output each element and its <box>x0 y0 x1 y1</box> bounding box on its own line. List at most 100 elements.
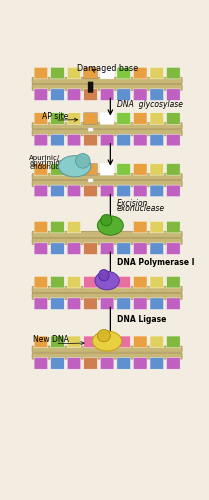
FancyBboxPatch shape <box>34 164 48 175</box>
FancyBboxPatch shape <box>117 243 130 254</box>
FancyBboxPatch shape <box>84 358 97 369</box>
Text: New DNA: New DNA <box>33 335 69 344</box>
FancyBboxPatch shape <box>133 336 147 347</box>
FancyBboxPatch shape <box>167 222 180 233</box>
FancyBboxPatch shape <box>67 336 81 347</box>
FancyBboxPatch shape <box>67 68 81 79</box>
FancyBboxPatch shape <box>67 358 81 369</box>
FancyBboxPatch shape <box>150 164 164 175</box>
FancyBboxPatch shape <box>51 358 64 369</box>
Ellipse shape <box>93 331 122 351</box>
Text: exonuclease: exonuclease <box>117 204 165 214</box>
FancyBboxPatch shape <box>133 222 147 233</box>
FancyBboxPatch shape <box>67 276 81 288</box>
FancyBboxPatch shape <box>67 298 81 310</box>
FancyBboxPatch shape <box>100 358 114 369</box>
FancyBboxPatch shape <box>51 222 64 233</box>
FancyBboxPatch shape <box>34 68 48 79</box>
FancyBboxPatch shape <box>167 336 180 347</box>
FancyBboxPatch shape <box>67 164 81 175</box>
FancyBboxPatch shape <box>34 134 48 146</box>
FancyBboxPatch shape <box>51 185 64 196</box>
FancyBboxPatch shape <box>150 358 164 369</box>
FancyBboxPatch shape <box>167 164 180 175</box>
FancyBboxPatch shape <box>84 164 97 175</box>
FancyBboxPatch shape <box>32 238 182 244</box>
FancyBboxPatch shape <box>117 112 130 124</box>
FancyBboxPatch shape <box>150 298 164 310</box>
FancyBboxPatch shape <box>117 298 130 310</box>
FancyBboxPatch shape <box>100 164 114 175</box>
FancyBboxPatch shape <box>150 222 164 233</box>
FancyBboxPatch shape <box>117 164 130 175</box>
Text: DNA Polymerase I: DNA Polymerase I <box>117 258 194 267</box>
FancyBboxPatch shape <box>100 89 114 101</box>
FancyBboxPatch shape <box>32 78 182 84</box>
FancyBboxPatch shape <box>117 336 130 347</box>
FancyBboxPatch shape <box>32 294 182 300</box>
FancyBboxPatch shape <box>34 298 48 310</box>
Text: Damaged base: Damaged base <box>76 64 138 73</box>
FancyBboxPatch shape <box>32 174 182 180</box>
FancyBboxPatch shape <box>88 82 93 92</box>
FancyBboxPatch shape <box>34 185 48 196</box>
FancyBboxPatch shape <box>51 89 64 101</box>
FancyBboxPatch shape <box>117 89 130 101</box>
FancyBboxPatch shape <box>84 112 97 124</box>
FancyBboxPatch shape <box>100 112 114 124</box>
FancyBboxPatch shape <box>133 164 147 175</box>
FancyBboxPatch shape <box>167 89 180 101</box>
FancyBboxPatch shape <box>51 134 64 146</box>
Text: Excision: Excision <box>117 200 148 208</box>
FancyBboxPatch shape <box>51 336 64 347</box>
FancyBboxPatch shape <box>51 243 64 254</box>
FancyBboxPatch shape <box>32 123 182 129</box>
FancyBboxPatch shape <box>32 232 182 237</box>
FancyBboxPatch shape <box>67 243 81 254</box>
FancyBboxPatch shape <box>167 276 180 288</box>
FancyBboxPatch shape <box>32 84 182 90</box>
Text: endonuclease: endonuclease <box>29 164 78 170</box>
FancyBboxPatch shape <box>150 336 164 347</box>
FancyBboxPatch shape <box>150 112 164 124</box>
FancyBboxPatch shape <box>32 180 182 186</box>
FancyBboxPatch shape <box>34 222 48 233</box>
FancyBboxPatch shape <box>167 358 180 369</box>
Text: AP site: AP site <box>42 112 69 121</box>
FancyBboxPatch shape <box>167 243 180 254</box>
Ellipse shape <box>59 156 91 177</box>
Ellipse shape <box>75 154 90 168</box>
Ellipse shape <box>97 216 123 235</box>
FancyBboxPatch shape <box>67 185 81 196</box>
Text: DNA Ligase: DNA Ligase <box>117 315 166 324</box>
FancyBboxPatch shape <box>100 276 114 288</box>
FancyBboxPatch shape <box>100 134 114 146</box>
Text: Apurinic/: Apurinic/ <box>29 155 61 161</box>
FancyBboxPatch shape <box>167 298 180 310</box>
FancyBboxPatch shape <box>84 185 97 196</box>
FancyBboxPatch shape <box>34 276 48 288</box>
FancyBboxPatch shape <box>117 358 130 369</box>
FancyBboxPatch shape <box>84 89 97 101</box>
FancyBboxPatch shape <box>167 68 180 79</box>
FancyBboxPatch shape <box>167 134 180 146</box>
FancyBboxPatch shape <box>133 276 147 288</box>
FancyBboxPatch shape <box>32 130 182 136</box>
FancyBboxPatch shape <box>133 243 147 254</box>
Text: apyrimidinic: apyrimidinic <box>29 160 73 166</box>
FancyBboxPatch shape <box>150 276 164 288</box>
FancyBboxPatch shape <box>34 89 48 101</box>
FancyBboxPatch shape <box>84 134 97 146</box>
FancyBboxPatch shape <box>84 68 97 79</box>
FancyBboxPatch shape <box>133 112 147 124</box>
FancyBboxPatch shape <box>67 222 81 233</box>
FancyBboxPatch shape <box>117 134 130 146</box>
FancyBboxPatch shape <box>117 68 130 79</box>
Text: DNA  glycosylase: DNA glycosylase <box>117 100 183 109</box>
FancyBboxPatch shape <box>34 243 48 254</box>
FancyBboxPatch shape <box>84 298 97 310</box>
FancyBboxPatch shape <box>32 286 182 292</box>
FancyBboxPatch shape <box>34 358 48 369</box>
FancyBboxPatch shape <box>84 276 97 288</box>
FancyBboxPatch shape <box>51 112 64 124</box>
